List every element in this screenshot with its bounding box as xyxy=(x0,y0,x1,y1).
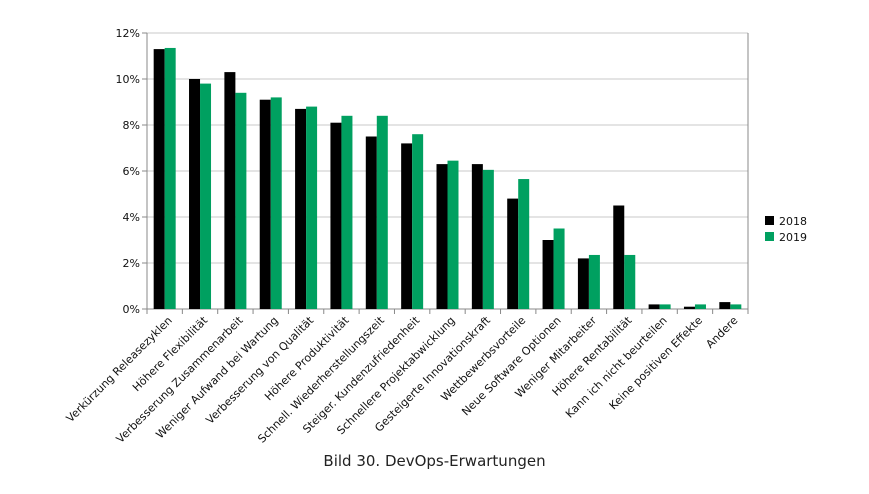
bar-2018 xyxy=(330,122,342,309)
bar-2019 xyxy=(659,304,671,309)
bar-2018 xyxy=(683,306,695,309)
bar-2018 xyxy=(259,99,271,309)
bar-2019 xyxy=(270,97,282,310)
bars xyxy=(153,47,742,310)
bar-2019 xyxy=(235,92,247,309)
bar-2018 xyxy=(365,136,377,309)
bar-2018 xyxy=(401,143,413,309)
y-tick-label: 6% xyxy=(123,165,140,178)
bar-2018 xyxy=(542,240,554,309)
bar-2019 xyxy=(376,115,388,309)
bar-2018 xyxy=(648,304,660,309)
bar-2018 xyxy=(577,258,589,309)
bar-2019 xyxy=(730,304,742,309)
bar-2018 xyxy=(719,302,731,309)
bar-2019 xyxy=(447,160,459,309)
category-label: Verbesserung Zusammenarbeit xyxy=(114,313,246,445)
bar-2019 xyxy=(553,228,565,309)
y-tick-label: 4% xyxy=(123,211,140,224)
bar-2019 xyxy=(341,115,353,309)
figure-caption: Bild 30. DevOps-Erwartungen xyxy=(323,452,546,470)
bar-2018 xyxy=(471,164,483,309)
bar-2019 xyxy=(412,134,424,309)
y-tick-label: 12% xyxy=(116,27,140,40)
bar-2018 xyxy=(613,205,625,309)
y-tick-label: 0% xyxy=(123,303,140,316)
bar-2019 xyxy=(306,106,318,309)
bar-2018 xyxy=(436,164,448,309)
category-label: Andere xyxy=(703,314,740,351)
y-tick-label: 2% xyxy=(123,257,140,270)
category-label: Schnell. Wiederherstellungszeit xyxy=(255,313,387,445)
legend-label: 2018 xyxy=(779,215,807,228)
legend-swatch-2019 xyxy=(765,232,774,241)
bar-2019 xyxy=(624,254,636,309)
bar-2019 xyxy=(518,179,530,309)
bar-2019 xyxy=(588,254,600,309)
bar-2018 xyxy=(507,198,519,309)
y-axis-ticks: 0% 2% 4% 6% 8% 10% 12% xyxy=(116,27,140,316)
legend-label: 2019 xyxy=(779,231,807,244)
bar-2019 xyxy=(694,304,706,309)
bar-2018 xyxy=(224,72,236,309)
bar-2019 xyxy=(482,169,494,309)
bar-2018 xyxy=(189,79,201,309)
bar-2019 xyxy=(164,47,176,309)
legend-swatch-2018 xyxy=(765,216,774,225)
y-tick-label: 8% xyxy=(123,119,140,132)
legend: 2018 2019 xyxy=(765,215,807,244)
bar-2018 xyxy=(295,108,307,310)
bar-2018 xyxy=(153,49,165,309)
y-tick-label: 10% xyxy=(116,73,140,86)
bar-2019 xyxy=(200,83,212,309)
